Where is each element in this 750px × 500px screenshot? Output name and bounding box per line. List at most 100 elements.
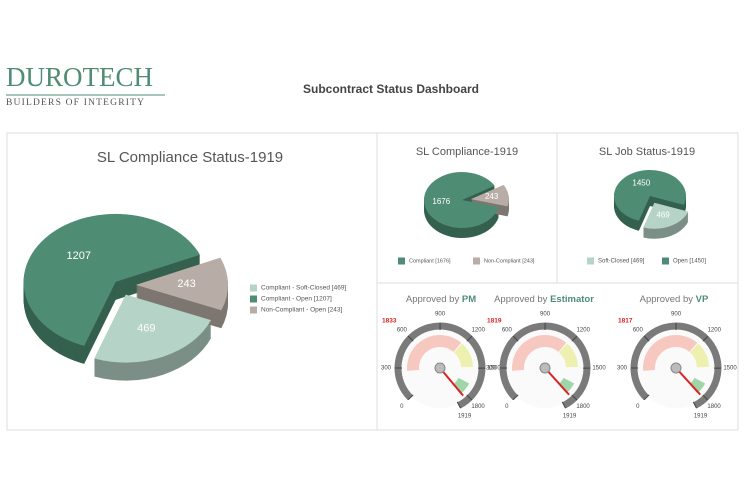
slice-label: 469 [137,323,155,335]
gauge-ring [394,322,486,409]
gauge-tick [456,401,461,409]
gauge-tick-label: 1200 [708,327,722,333]
gauge-hub [670,362,682,374]
gauge-band-red [407,335,462,371]
gauge-tick [571,335,578,342]
gauge-hub [539,362,551,374]
legend-label: Soft-Closed [469] [598,259,645,265]
gauge-tick-label: 0 [636,404,640,410]
gauge-value-label: 1819 [487,318,502,325]
gauge-tick-label: 300 [486,366,497,372]
gauge-title: Approved by PM [406,294,476,305]
gauge-tick-label: 0 [400,404,404,410]
gauge-tick-label: 1800 [576,404,590,410]
gauge-tick-label: 300 [617,366,628,372]
legend-label: Open [1450] [673,259,706,265]
gauge-title-text: Approved by [406,294,460,305]
logo-tagline: BUILDERS OF INTEGRITY [6,98,145,108]
legend-swatch [250,284,257,292]
gauge-tick [571,394,578,401]
gauge-tick-label: 900 [671,312,682,318]
gauge-tick-label: 1500 [592,366,606,372]
gauge-tick [512,394,519,401]
legend-label: Compliant [1676] [409,258,451,264]
legend-swatch [250,306,257,314]
legend-swatch [473,257,480,265]
gauge-tick [643,394,650,401]
gauge-hub [434,362,446,374]
gauge-title-text: Approved by [494,294,548,305]
gauge-ring [630,322,722,409]
slice [643,202,689,229]
gauge-tick-label: 1919 [458,414,472,420]
gauge-tick-label: 1200 [472,327,486,333]
slice-label: 1207 [66,250,90,262]
slice-label: 1450 [632,178,650,187]
gauge-band-green [689,377,706,394]
page-title: Subcontract Status Dashboard [303,82,479,96]
legend-label: Non-Compliant - Open [243] [261,307,342,314]
slice-label: 469 [656,211,670,220]
gauge-tick-label: 600 [397,327,408,333]
gauge-tick-label: 1800 [707,404,721,410]
gauge-tick-label: 900 [435,312,446,318]
gauge-tick-label: 1800 [471,404,485,410]
chart-title: SL Compliance-1919 [416,146,518,158]
gauge-band-red [512,335,567,371]
gauge-tick [702,335,709,342]
slice-label: 243 [177,278,195,290]
gauge-tick-label: 1500 [723,366,737,372]
gauge-tick [466,394,473,401]
slice [470,184,509,207]
gauge-tick-label: 1200 [577,327,591,333]
gauge-needle [439,367,464,397]
gauge-band-yellow [453,343,473,368]
gauge-tick-label: 600 [502,327,513,333]
gauge-tick [466,335,473,342]
gauge-tick [407,335,414,342]
legend-label: Non-Compliant [243] [484,258,535,264]
gauge-tick-label: 600 [633,327,644,333]
legend-swatch [587,257,594,265]
gauge-needle [544,367,570,396]
legend-swatch [250,295,257,303]
gauge-ring [499,322,591,409]
slice-label: 1676 [432,197,450,206]
gauge-tick-label: 300 [381,366,392,372]
gauge-tick-label: 1919 [694,414,708,420]
gauge-tick [702,394,709,401]
gauge-band-red [643,335,698,371]
gauge-tick [561,401,566,409]
gauge-tick [512,335,519,342]
gauge-title-subject: PM [462,294,476,305]
gauge-title-subject: VP [696,294,709,305]
legend-swatch [662,257,669,265]
legend-swatch [398,257,405,265]
chart-title: SL Compliance Status-1919 [97,149,283,166]
gauge-tick [643,335,650,342]
gauge-tick [407,394,414,401]
gauge-band-yellow [689,343,709,368]
gauge-needle [675,367,701,396]
gauge-tick-label: 1919 [563,414,577,420]
gauge-tick-label: 0 [505,404,509,410]
slice [94,294,211,363]
slice [614,170,686,221]
gauge-band-yellow [558,343,578,368]
legend-label: Compliant - Soft-Closed [469] [261,285,346,292]
gauge-title: Approved by VP [640,294,709,305]
slice [424,172,499,228]
gauge-band-green [453,377,470,394]
gauge-title-text: Approved by [640,294,694,305]
gauge-title: Approved by Estimator [494,294,594,305]
gauge-title-subject: Estimator [550,294,594,305]
slice-label: 243 [485,192,499,201]
logo: DUROTECH [6,62,153,92]
gauge-tick-label: 1500 [487,366,501,372]
gauge-value-label: 1817 [618,318,633,325]
slice [23,213,200,346]
legend-label: Compliant - Open [1207] [261,296,332,303]
slice [135,257,228,311]
gauge-value-label: 1833 [382,318,397,325]
